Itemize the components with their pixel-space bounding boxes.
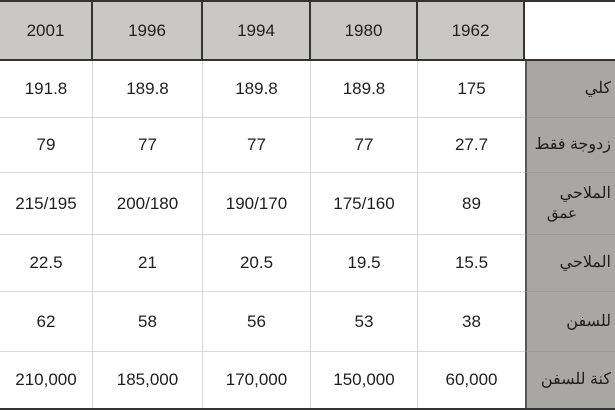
value-cell: 20.5: [203, 235, 311, 292]
corner-empty-cell: [525, 0, 615, 61]
value-cell: 21: [93, 235, 203, 292]
value-cell: 77: [203, 118, 311, 173]
value-cell: 38: [418, 292, 525, 352]
value-cell: 89: [418, 173, 525, 235]
value-cell: 175: [418, 61, 525, 118]
value-cell: 175/160: [311, 173, 418, 235]
value-cell: 210,000: [0, 352, 93, 408]
value-cell: 15.5: [418, 235, 525, 292]
row-label-cell: زدوجة فقط: [525, 118, 615, 173]
value-cell: 189.8: [203, 61, 311, 118]
value-cell: 200/180: [93, 173, 203, 235]
year-header-2001: 2001: [0, 0, 93, 61]
row-label-cell: الملاحي عمق: [525, 173, 615, 235]
value-cell: 62: [0, 292, 93, 352]
value-cell: 77: [93, 118, 203, 173]
value-cell: 79: [0, 118, 93, 173]
value-cell: 189.8: [93, 61, 203, 118]
row-label-cell: كلي: [525, 61, 615, 118]
value-cell: 58: [93, 292, 203, 352]
row-label-cell: كنة للسفن: [525, 352, 615, 408]
year-header-1994: 1994: [203, 0, 311, 61]
value-cell: 56: [203, 292, 311, 352]
row-label-line2: عمق: [546, 204, 577, 222]
value-cell: 189.8: [311, 61, 418, 118]
row-label-text: الملاحي عمق: [527, 184, 611, 224]
value-cell: 77: [311, 118, 418, 173]
value-cell: 170,000: [203, 352, 311, 408]
value-cell: 191.8: [0, 61, 93, 118]
row-label-cell: الملاحي: [525, 235, 615, 292]
value-cell: 53: [311, 292, 418, 352]
value-cell: 185,000: [93, 352, 203, 408]
value-cell: 150,000: [311, 352, 418, 408]
value-cell: 19.5: [311, 235, 418, 292]
year-header-1980: 1980: [311, 0, 418, 61]
value-cell: 190/170: [203, 173, 311, 235]
value-cell: 27.7: [418, 118, 525, 173]
value-cell: 215/195: [0, 173, 93, 235]
year-header-1996: 1996: [93, 0, 203, 61]
row-label-line1: الملاحي: [559, 184, 611, 202]
row-label-cell: للسفن: [525, 292, 615, 352]
year-header-1962: 1962: [418, 0, 525, 61]
value-cell: 22.5: [0, 235, 93, 292]
value-cell: 60,000: [418, 352, 525, 408]
